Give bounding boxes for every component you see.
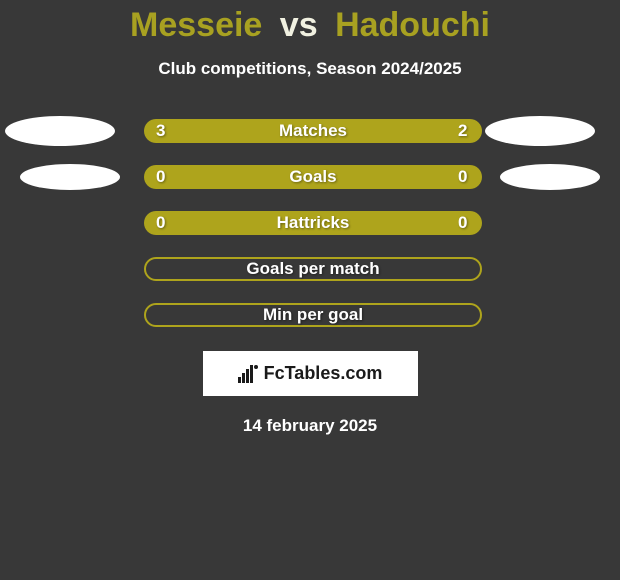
stat-right-value: 0 — [458, 165, 467, 189]
stat-label: Goals per match — [246, 259, 379, 279]
left-ellipse — [20, 164, 120, 190]
page-title: Messeie vs Hadouchi — [130, 6, 490, 45]
stat-bar: Min per goal — [144, 303, 482, 327]
date-text: 14 february 2025 — [243, 416, 377, 436]
stat-left-value: 0 — [156, 211, 165, 235]
player2-name: Hadouchi — [335, 6, 490, 44]
stat-row: Matches 3 2 — [0, 119, 620, 143]
stat-right-value: 2 — [458, 119, 467, 143]
stat-bar: Goals — [144, 165, 482, 189]
stat-left-value: 3 — [156, 119, 165, 143]
subtitle: Club competitions, Season 2024/2025 — [158, 59, 461, 79]
brand-text: FcTables.com — [264, 363, 383, 384]
stat-label: Min per goal — [263, 305, 363, 325]
stat-label: Hattricks — [277, 213, 350, 233]
comparison-infographic: Messeie vs Hadouchi Club competitions, S… — [0, 0, 620, 436]
vs-text: vs — [280, 6, 318, 44]
brand-logo-icon — [238, 365, 258, 383]
stat-bar: Hattricks — [144, 211, 482, 235]
stat-row: Hattricks 0 0 — [0, 211, 620, 235]
stat-left-value: 0 — [156, 165, 165, 189]
player1-name: Messeie — [130, 6, 262, 44]
stat-label: Goals — [289, 167, 336, 187]
brand-badge: FcTables.com — [203, 351, 418, 396]
stat-row: Min per goal — [0, 303, 620, 327]
left-ellipse — [5, 116, 115, 146]
stat-bar: Goals per match — [144, 257, 482, 281]
stat-label: Matches — [279, 121, 347, 141]
stat-row: Goals 0 0 — [0, 165, 620, 189]
stat-right-value: 0 — [458, 211, 467, 235]
stat-bar: Matches — [144, 119, 482, 143]
right-ellipse — [485, 116, 595, 146]
right-ellipse — [500, 164, 600, 190]
stats-block: Matches 3 2 Goals 0 0 Hattricks 0 0 Goals per mat… — [0, 119, 620, 327]
stat-row: Goals per match — [0, 257, 620, 281]
